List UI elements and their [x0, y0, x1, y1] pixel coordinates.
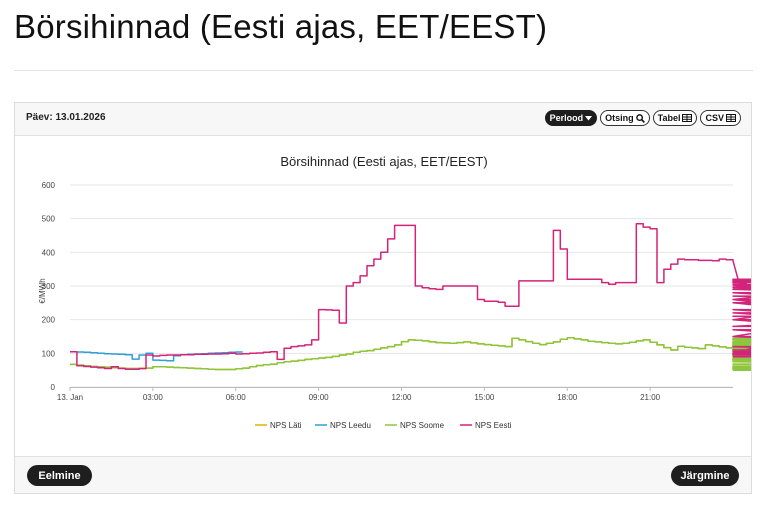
series-line-nps-eesti [70, 222, 751, 370]
y-tick-label: 0 [51, 383, 56, 392]
csv-table-icon [726, 114, 736, 122]
table-label: Tabel [657, 113, 681, 123]
table-icon [682, 114, 693, 122]
caret-down-icon [585, 115, 593, 120]
y-tick-label: 400 [42, 248, 56, 257]
legend-label: NPS Soome [400, 421, 445, 430]
table-button[interactable]: Tabel [652, 110, 698, 126]
search-icon [635, 113, 645, 123]
page-title: Börsihinnad (Eesti ajas, EET/EEST) [14, 8, 548, 45]
legend: NPS Läti NPS Leedu NPS Soome NPS Eesti [255, 421, 512, 430]
price-chart: Börsihinnad (Eesti ajas, EET/EEST) €/MWh… [38, 154, 751, 430]
card-footer: Eelmine Järgmine [15, 456, 751, 493]
csv-label: CSV [705, 113, 724, 123]
card-header: Päev: 13.01.2026 Perlood Otsing Tabel CS… [15, 103, 751, 136]
period-label: Perlood [549, 113, 584, 123]
grid [70, 184, 733, 388]
x-tick-label: 12:00 [391, 393, 412, 402]
series-line-nps-läti [70, 337, 751, 371]
y-axis-label: €/MWh [38, 278, 47, 303]
x-tick-label: 06:00 [226, 393, 247, 402]
toolbar: Perlood Otsing Tabel CSV [544, 110, 741, 126]
x-ticks: 13. Jan 03:00 06:00 09:00 12:00 15:00 18:00 21:… [57, 387, 661, 402]
previous-button[interactable]: Eelmine [27, 465, 92, 486]
date-label: Päev: 13.01.2026 [26, 112, 106, 123]
search-button[interactable]: Otsing [600, 110, 650, 126]
legend-label: NPS Läti [270, 421, 302, 430]
x-tick-label: 15:00 [474, 393, 495, 402]
csv-button[interactable]: CSV [700, 110, 741, 126]
x-tick-label: 03:00 [143, 393, 164, 402]
x-tick-label: 09:00 [309, 393, 330, 402]
y-tick-label: 600 [42, 181, 56, 190]
series-lines [70, 222, 751, 371]
search-label: Otsing [605, 113, 634, 123]
series-line-nps-soome [70, 337, 751, 371]
title-divider [14, 70, 753, 71]
period-button[interactable]: Perlood [544, 110, 598, 126]
legend-label: NPS Leedu [330, 421, 371, 430]
y-tick-label: 100 [42, 349, 56, 358]
y-tick-label: 300 [42, 282, 56, 291]
y-ticks: 0 100 200 300 400 500 600 [42, 181, 56, 392]
x-tick-label: 18:00 [557, 393, 578, 402]
legend-label: NPS Eesti [475, 421, 512, 430]
chart-card: Päev: 13.01.2026 Perlood Otsing Tabel CS… [14, 102, 752, 494]
x-tick-label: 21:00 [640, 393, 661, 402]
x-tick-label: 13. Jan [57, 393, 83, 402]
next-button[interactable]: Järgmine [671, 465, 739, 486]
y-tick-label: 200 [42, 316, 56, 325]
y-tick-label: 500 [42, 215, 56, 224]
chart-title: Börsihinnad (Eesti ajas, EET/EEST) [280, 154, 487, 169]
